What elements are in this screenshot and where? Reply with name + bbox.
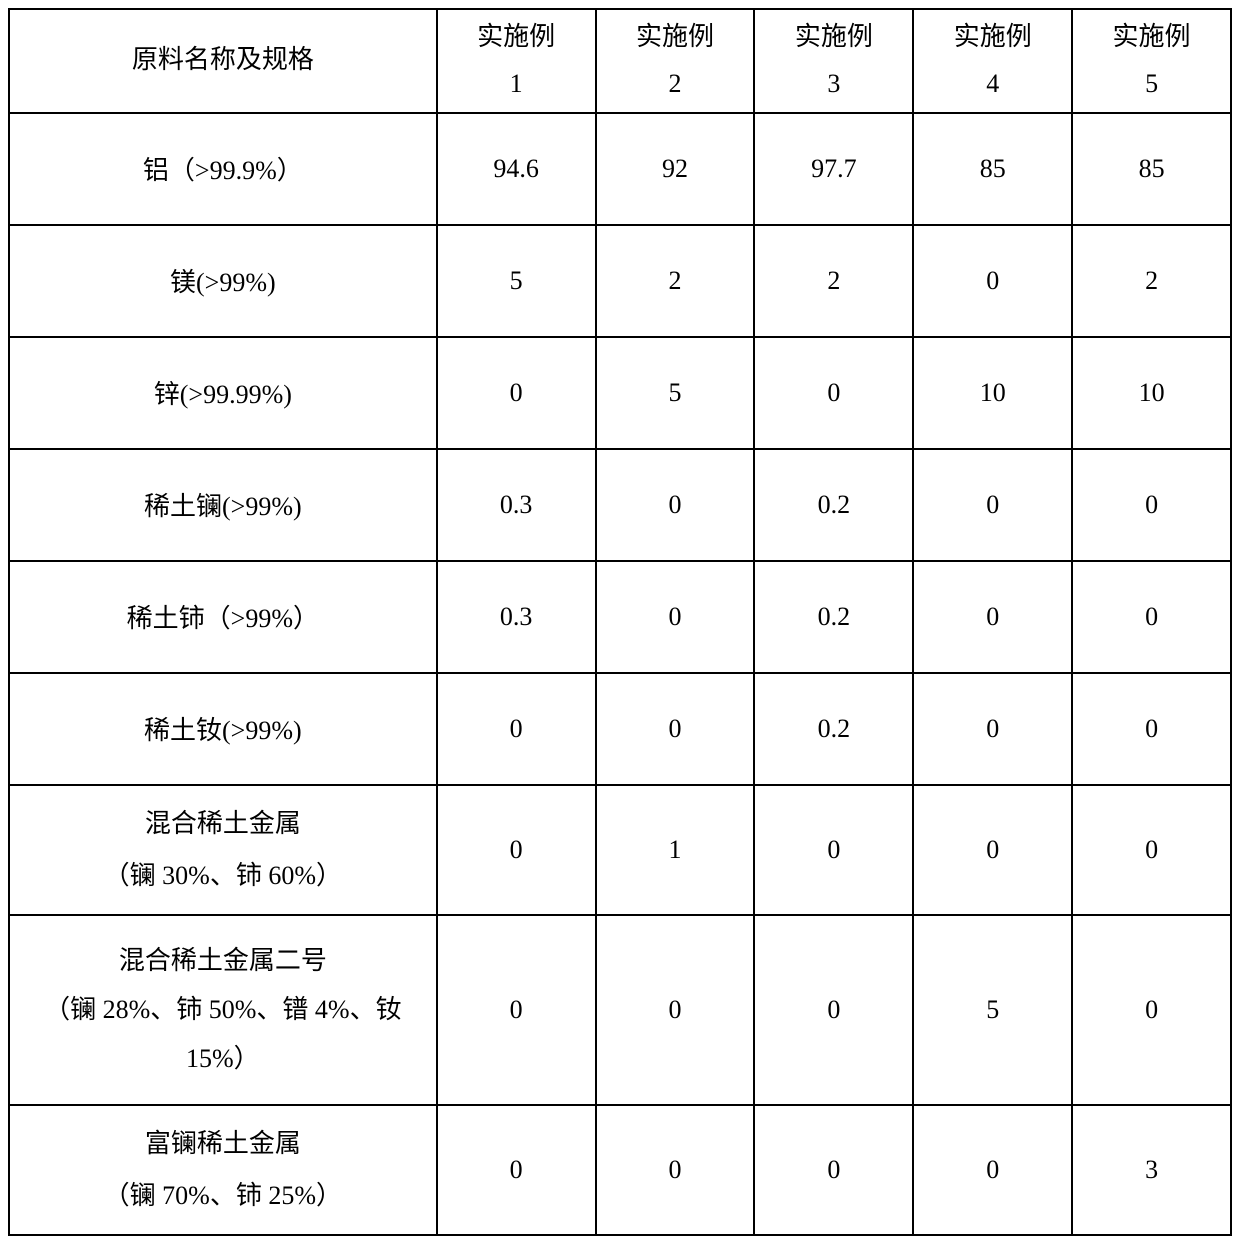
row-value: 5 xyxy=(913,915,1072,1105)
row-label: 镁(>99%) xyxy=(9,225,437,337)
row-value: 0 xyxy=(1072,915,1231,1105)
row-value: 0 xyxy=(913,1105,1072,1235)
row-label: 稀土铈（>99%） xyxy=(9,561,437,673)
row-value: 0 xyxy=(754,337,913,449)
row-label-line2: （镧 70%、铈 25%） xyxy=(16,1170,430,1222)
row-value: 0 xyxy=(913,449,1072,561)
row-label: 铝（>99.9%） xyxy=(9,113,437,225)
row-value: 2 xyxy=(1072,225,1231,337)
row-value: 0 xyxy=(437,337,596,449)
row-value: 0 xyxy=(913,225,1072,337)
row-value: 10 xyxy=(913,337,1072,449)
row-value: 0 xyxy=(596,673,755,785)
header-col-3-text1: 实施例 xyxy=(761,14,906,61)
row-value: 0.2 xyxy=(754,561,913,673)
row-label: 锌(>99.99%) xyxy=(9,337,437,449)
row-value: 0.2 xyxy=(754,673,913,785)
row-value: 92 xyxy=(596,113,755,225)
header-col-1-text1: 实施例 xyxy=(444,14,589,61)
header-col-4-text1: 实施例 xyxy=(920,14,1065,61)
row-value: 0 xyxy=(596,449,755,561)
row-label-line3: 15%） xyxy=(16,1034,430,1083)
row-value: 97.7 xyxy=(754,113,913,225)
row-value: 85 xyxy=(1072,113,1231,225)
header-col-4-text2: 4 xyxy=(920,61,1065,108)
header-col-3: 实施例 3 xyxy=(754,9,913,113)
row-value: 0 xyxy=(596,561,755,673)
table-row: 富镧稀土金属 （镧 70%、铈 25%） 0 0 0 0 3 xyxy=(9,1105,1231,1235)
row-value: 0 xyxy=(1072,561,1231,673)
row-label: 混合稀土金属二号 （镧 28%、铈 50%、镨 4%、钕 15%） xyxy=(9,915,437,1105)
table-row: 混合稀土金属二号 （镧 28%、铈 50%、镨 4%、钕 15%） 0 0 0 … xyxy=(9,915,1231,1105)
row-value: 3 xyxy=(1072,1105,1231,1235)
row-value: 5 xyxy=(437,225,596,337)
header-col-1: 实施例 1 xyxy=(437,9,596,113)
header-col-2-text1: 实施例 xyxy=(603,14,748,61)
row-value: 0.2 xyxy=(754,449,913,561)
row-value: 0.3 xyxy=(437,449,596,561)
row-value: 0 xyxy=(437,915,596,1105)
row-label: 混合稀土金属 （镧 30%、铈 60%） xyxy=(9,785,437,915)
table-row: 稀土钕(>99%) 0 0 0.2 0 0 xyxy=(9,673,1231,785)
row-label-line2: （镧 30%、铈 60%） xyxy=(16,850,430,902)
row-value: 0 xyxy=(437,1105,596,1235)
row-label-line2: （镧 28%、铈 50%、镨 4%、钕 xyxy=(16,985,430,1034)
row-label-line1: 混合稀土金属二号 xyxy=(16,936,430,985)
header-col-1-text2: 1 xyxy=(444,61,589,108)
row-label: 富镧稀土金属 （镧 70%、铈 25%） xyxy=(9,1105,437,1235)
row-value: 10 xyxy=(1072,337,1231,449)
row-label: 稀土镧(>99%) xyxy=(9,449,437,561)
header-col-2: 实施例 2 xyxy=(596,9,755,113)
row-value: 85 xyxy=(913,113,1072,225)
row-value: 0.3 xyxy=(437,561,596,673)
row-value: 2 xyxy=(754,225,913,337)
row-value: 1 xyxy=(596,785,755,915)
row-value: 0 xyxy=(913,785,1072,915)
row-value: 0 xyxy=(1072,673,1231,785)
table-row: 混合稀土金属 （镧 30%、铈 60%） 0 1 0 0 0 xyxy=(9,785,1231,915)
header-col-5-text1: 实施例 xyxy=(1079,14,1224,61)
row-label-line1: 混合稀土金属 xyxy=(16,798,430,850)
header-col-2-text2: 2 xyxy=(603,61,748,108)
header-label: 原料名称及规格 xyxy=(9,9,437,113)
header-col-3-text2: 3 xyxy=(761,61,906,108)
row-label: 稀土钕(>99%) xyxy=(9,673,437,785)
row-value: 0 xyxy=(754,915,913,1105)
header-col-4: 实施例 4 xyxy=(913,9,1072,113)
table-row: 镁(>99%) 5 2 2 0 2 xyxy=(9,225,1231,337)
row-value: 94.6 xyxy=(437,113,596,225)
row-value: 0 xyxy=(437,673,596,785)
materials-table: 原料名称及规格 实施例 1 实施例 2 实施例 3 实施例 4 实施例 5 xyxy=(8,8,1232,1236)
row-value: 0 xyxy=(1072,785,1231,915)
row-value: 0 xyxy=(913,561,1072,673)
row-value: 0 xyxy=(596,915,755,1105)
row-value: 5 xyxy=(596,337,755,449)
row-value: 2 xyxy=(596,225,755,337)
row-value: 0 xyxy=(754,1105,913,1235)
table-row: 铝（>99.9%） 94.6 92 97.7 85 85 xyxy=(9,113,1231,225)
row-value: 0 xyxy=(437,785,596,915)
table-header-row: 原料名称及规格 实施例 1 实施例 2 实施例 3 实施例 4 实施例 5 xyxy=(9,9,1231,113)
table-row: 稀土铈（>99%） 0.3 0 0.2 0 0 xyxy=(9,561,1231,673)
table-row: 锌(>99.99%) 0 5 0 10 10 xyxy=(9,337,1231,449)
row-label-line1: 富镧稀土金属 xyxy=(16,1118,430,1170)
row-value: 0 xyxy=(913,673,1072,785)
row-value: 0 xyxy=(596,1105,755,1235)
table-row: 稀土镧(>99%) 0.3 0 0.2 0 0 xyxy=(9,449,1231,561)
row-value: 0 xyxy=(754,785,913,915)
row-value: 0 xyxy=(1072,449,1231,561)
header-col-5-text2: 5 xyxy=(1079,61,1224,108)
header-col-5: 实施例 5 xyxy=(1072,9,1231,113)
